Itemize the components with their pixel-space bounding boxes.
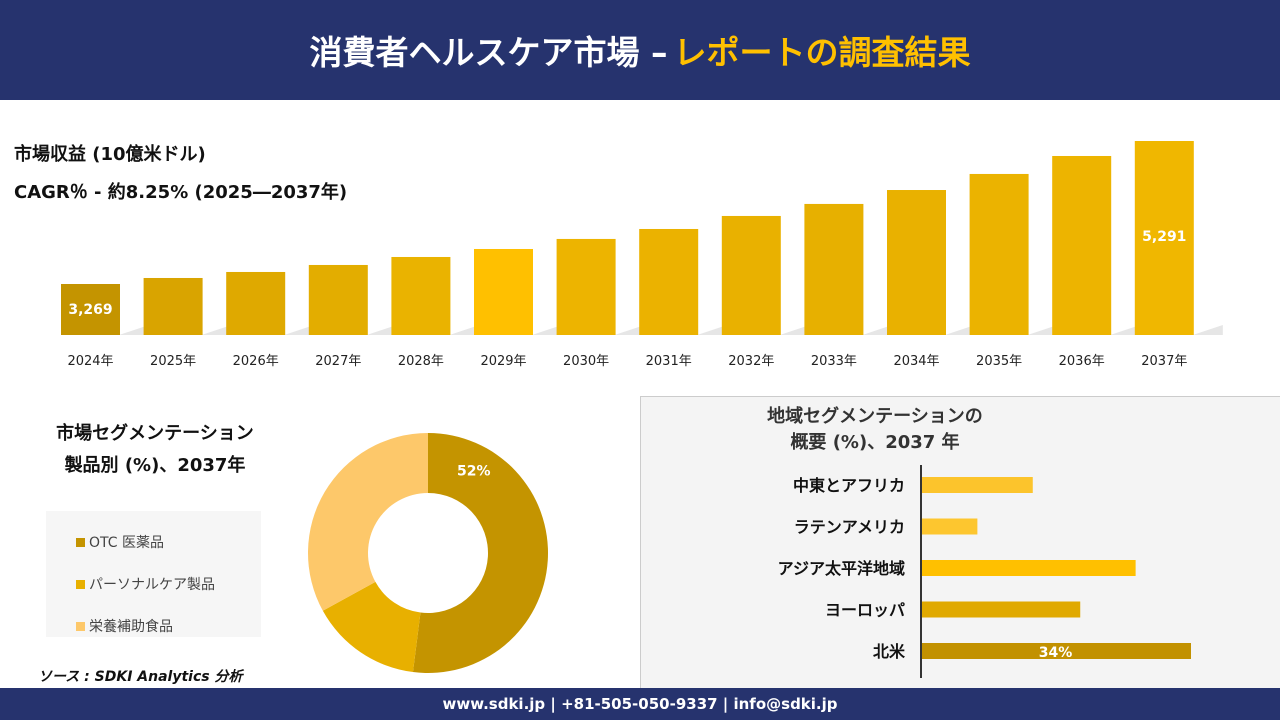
region-label: 中東とアフリカ [793,476,905,495]
bar-shadow [366,325,397,335]
legend-swatch [76,621,85,631]
source-note: ソース : SDKI Analytics 分析 [38,669,243,685]
legend-label: パーソナルケア製品 [89,577,215,593]
bar-shadow [284,325,315,335]
x-tick-label: 2028年 [398,354,444,369]
bar-2029年 [474,248,533,335]
region-panel [640,396,1280,688]
region-data-label: 34% [1039,645,1073,661]
bar-shadow [119,325,149,335]
region-label: ラテンアメリカ [794,518,905,537]
bar-shadow [779,325,810,335]
bar-data-label: 3,269 [68,302,112,318]
donut-slice-2 [307,433,428,611]
bar-2031年 [639,228,699,335]
donut-slice-1 [322,581,421,673]
bar-shadow [1110,325,1141,335]
title-main: 消費者ヘルスケア市場 – [309,33,668,72]
title-highlight: レポートの調査結果 [673,33,971,72]
bar-2032年 [721,215,781,335]
bar-shadow [449,325,480,335]
bar-2025年 [143,277,203,335]
product-donut-chart: 52% [307,433,548,673]
region-label: アジア太平洋地域 [778,559,905,578]
bar-shadow [201,325,232,335]
legend-swatch [76,537,85,547]
bar-2037年 [1134,141,1194,335]
revenue-label: 市場収益 (10億米ドル) [14,144,206,165]
footer-contact: www.sdki.jp | +81-505-050-9337 | info@sd… [0,688,1280,720]
x-tick-label: 2031年 [646,354,692,369]
bar-2028年 [391,256,451,335]
region-bar [922,477,1033,493]
legend-item: パーソナルケア製品 [76,563,261,605]
x-tick-label: 2025年 [150,354,196,369]
x-tick-label: 2034年 [893,354,939,369]
bar-2036年 [1052,155,1112,335]
region-seg-title: 地域セグメンテーションの 概要 (%)、2037 年 [767,406,983,453]
bar-shadow [697,325,728,335]
x-tick-label: 2035年 [976,354,1022,369]
bar-2026年 [226,271,286,335]
region-label: ヨーロッパ [825,601,905,620]
bar-2024年 [61,284,120,335]
region-bar [922,601,1081,618]
donut-legend: OTC 医薬品パーソナルケア製品 栄養補助食品 [46,511,261,637]
bar-shadow [614,325,645,335]
legend-item: OTC 医薬品 [76,521,261,563]
x-tick-label: 2027年 [315,354,361,369]
x-tick-label: 2033年 [811,354,857,369]
legend-swatch [76,579,85,589]
revenue-bar-chart: 2024年 3,269 2025年 2026年 2027年 2028年 2029年 2030年… [61,141,1223,369]
x-tick-label: 2024年 [67,354,113,369]
cagr-label: CAGR％ - 約8.25% (2025―2037年) [14,182,348,203]
bar-data-label: 5,291 [1142,229,1186,245]
region-bar [922,560,1136,576]
x-tick-label: 2029年 [480,354,526,369]
x-tick-label: 2026年 [233,354,279,369]
bar-2030年 [556,238,616,335]
bar-shadow [862,325,893,335]
header-banner: 消費者ヘルスケア市場 – レポートの調査結果 [0,0,1280,100]
slice-data-label: 52% [457,464,491,480]
region-bar [922,518,978,535]
bar-shadow [945,325,975,335]
bar-shadow [1192,325,1223,335]
bar-2035年 [969,173,1029,335]
bar-shadow [532,325,562,335]
x-tick-label: 2030年 [563,354,609,369]
donut-slice-0 [412,433,548,673]
x-tick-label: 2037年 [1141,354,1187,369]
product-seg-title: 市場セグメンテーション 製品別 (%)、2037年 [56,423,254,476]
bar-2033年 [804,203,864,335]
region-label: 北米 [873,642,906,661]
bar-2034年 [887,190,946,335]
x-tick-label: 2032年 [728,354,774,369]
bar-2027年 [308,264,368,335]
region-bar [922,643,1191,659]
x-tick-label: 2036年 [1059,354,1105,369]
legend-label: 栄養補助食品 [89,619,173,635]
legend-item: 栄養補助食品 [76,605,261,647]
bar-shadow [1027,325,1058,335]
legend-label: OTC 医薬品 [89,535,164,551]
